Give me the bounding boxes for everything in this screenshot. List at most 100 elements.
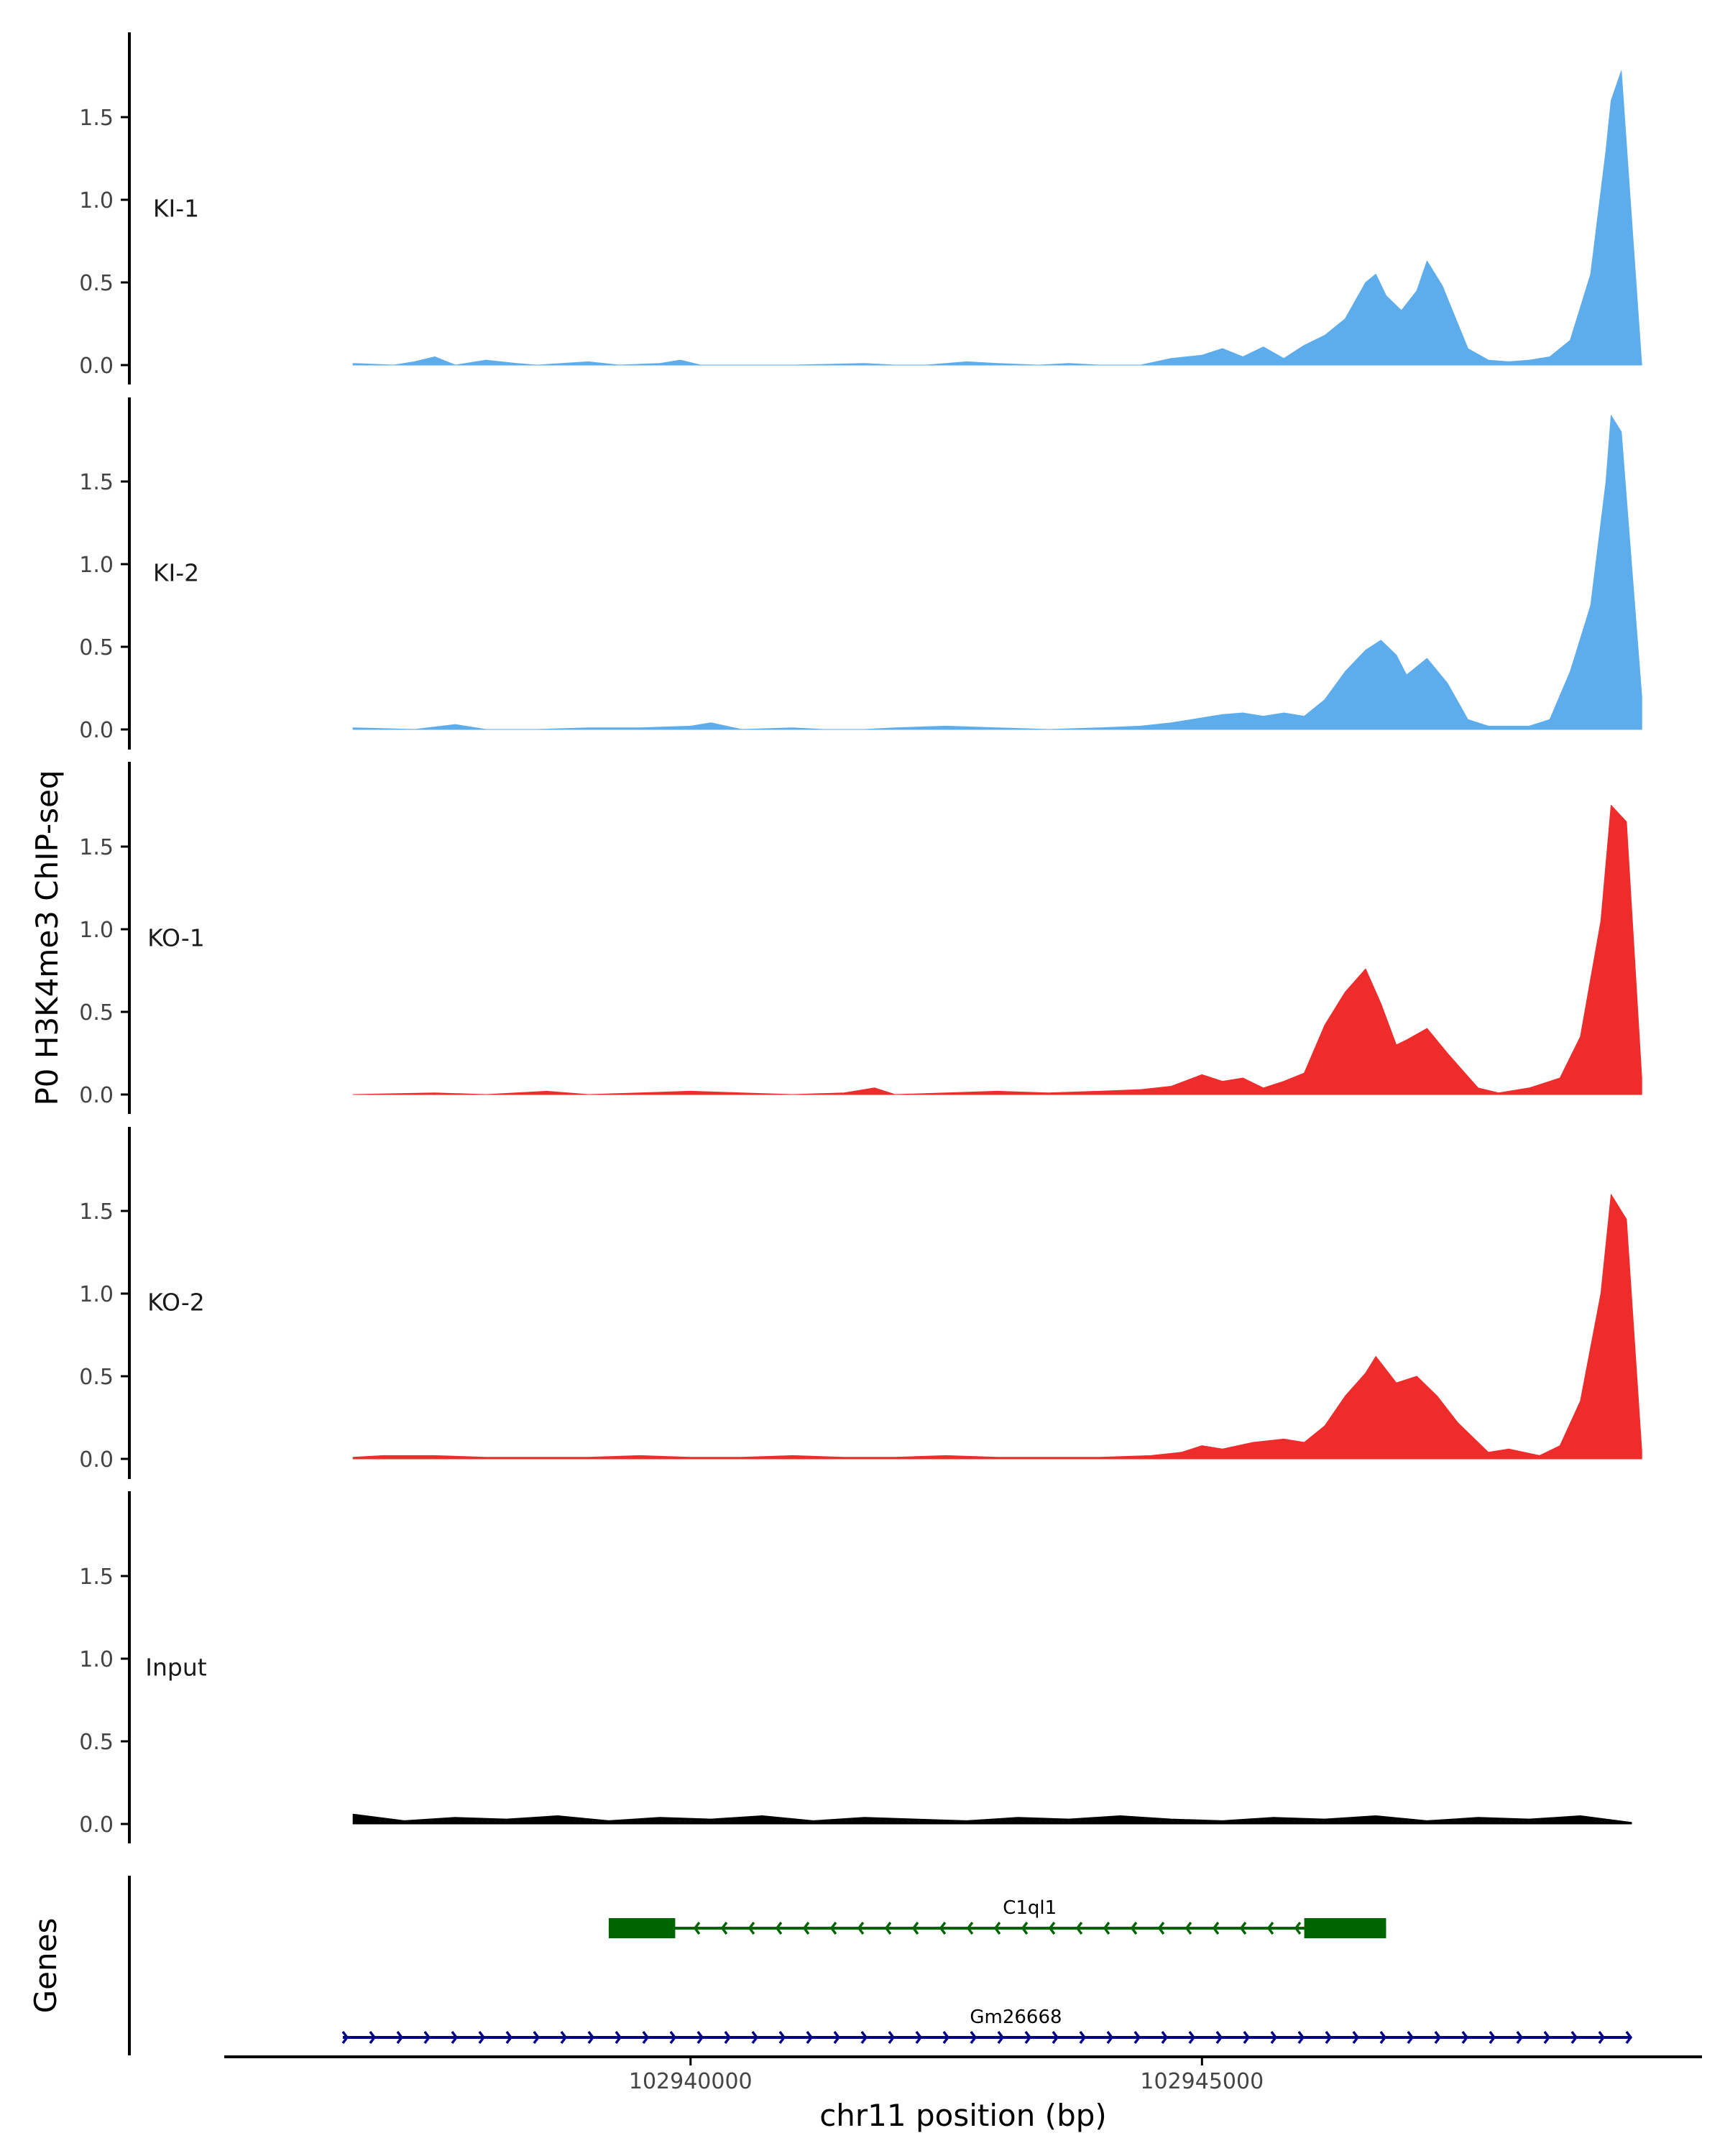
strand-arrow bbox=[1157, 1921, 1165, 1935]
strand-arrow bbox=[806, 2030, 814, 2045]
strand-arrow bbox=[1294, 1921, 1302, 1935]
strand-arrow bbox=[1243, 2030, 1251, 2045]
strand-arrow bbox=[993, 1921, 1001, 1935]
strand-arrow bbox=[505, 2030, 513, 2045]
track-label: KI-2 bbox=[153, 559, 199, 587]
strand-arrow bbox=[1407, 2030, 1414, 2045]
strand-arrow bbox=[1598, 2030, 1606, 2045]
strand-arrow bbox=[1489, 2030, 1496, 2045]
track-label: KO-2 bbox=[147, 1289, 205, 1317]
strand-arrow bbox=[970, 2030, 978, 2045]
strand-arrow bbox=[1024, 2030, 1032, 2045]
strand-arrow bbox=[1048, 1921, 1056, 1935]
strand-arrow bbox=[1212, 1921, 1220, 1935]
strand-arrow bbox=[587, 2030, 595, 2045]
strand-arrow bbox=[696, 2030, 704, 2045]
strand-arrow bbox=[911, 1921, 919, 1935]
strand-arrow bbox=[1184, 1921, 1192, 1935]
strand-arrow bbox=[775, 1921, 783, 1935]
strand-arrow bbox=[341, 2030, 349, 2045]
strand-arrow bbox=[1021, 1921, 1029, 1935]
signal-area-ki-2 bbox=[352, 415, 1642, 730]
genes-axis-title: Genes bbox=[28, 1918, 63, 2014]
strand-arrow bbox=[888, 2030, 896, 2045]
strand-arrow bbox=[997, 2030, 1005, 2045]
track-ki-2: 0.0 0.5 1.0 1.5 KI-2 bbox=[79, 397, 1642, 750]
signal-area-input bbox=[352, 1813, 1632, 1825]
gene-track: C1ql1 Gm26668 bbox=[128, 1876, 1633, 2055]
strand-arrow bbox=[423, 2030, 431, 2045]
strand-arrow bbox=[1461, 2030, 1469, 2045]
exon bbox=[608, 1918, 676, 1938]
strand-arrow bbox=[642, 2030, 650, 2045]
y-tick-label: 0.0 bbox=[79, 354, 114, 379]
strand-arrow bbox=[833, 2030, 841, 2045]
exon bbox=[1304, 1918, 1386, 1938]
strand-arrow bbox=[1161, 2030, 1169, 2045]
strand-arrow bbox=[1570, 2030, 1578, 2045]
y-tick-label: 0.0 bbox=[79, 1812, 114, 1838]
y-tick-label: 1.0 bbox=[79, 1647, 114, 1672]
strand-arrow bbox=[369, 2030, 377, 2045]
strand-arrow bbox=[860, 2030, 868, 2045]
signal-area-ko-1 bbox=[352, 805, 1642, 1095]
signal-area-ki-1 bbox=[352, 70, 1642, 366]
y-tick-label: 1.0 bbox=[79, 553, 114, 578]
strand-arrow bbox=[1188, 2030, 1196, 2045]
y-tick-label: 0.5 bbox=[79, 635, 114, 660]
x-tick-label: 102940000 bbox=[629, 2069, 753, 2094]
y-tick-label: 0.0 bbox=[79, 1083, 114, 1108]
strand-arrow bbox=[560, 2030, 568, 2045]
y-tick-label: 0.0 bbox=[79, 1447, 114, 1473]
strand-arrow bbox=[533, 2030, 540, 2045]
y-tick-label: 1.5 bbox=[79, 835, 114, 860]
strand-arrow bbox=[802, 1921, 810, 1935]
strand-arrow bbox=[1103, 1921, 1110, 1935]
gene-label: C1ql1 bbox=[1003, 1897, 1057, 1919]
y-tick-label: 1.5 bbox=[79, 106, 114, 131]
strand-arrow bbox=[1434, 2030, 1442, 2045]
y-tick-label: 0.5 bbox=[79, 1730, 114, 1755]
tracks-layer: 0.0 0.5 1.0 1.5 KI-1 0.0 0.5 1.0 1.5 KI-2 0.0 0.5 1.… bbox=[79, 32, 1642, 1843]
strand-arrow bbox=[1266, 1921, 1274, 1935]
strand-arrow bbox=[1516, 2030, 1524, 2045]
y-tick-label: 1.0 bbox=[79, 1282, 114, 1307]
strand-arrow bbox=[748, 1921, 755, 1935]
y-tick-label: 0.5 bbox=[79, 271, 114, 296]
strand-arrow bbox=[1352, 2030, 1360, 2045]
track-ko-2: 0.0 0.5 1.0 1.5 KO-2 bbox=[79, 1127, 1642, 1479]
track-label: Input bbox=[145, 1654, 207, 1682]
signal-area-ko-2 bbox=[352, 1194, 1642, 1460]
y-tick-label: 1.0 bbox=[79, 918, 114, 943]
strand-arrow bbox=[1133, 2030, 1141, 2045]
strand-arrow bbox=[915, 2030, 923, 2045]
strand-arrow bbox=[1079, 2030, 1087, 2045]
gene-gm26668: Gm26668 bbox=[341, 2007, 1633, 2045]
strand-arrow bbox=[1297, 2030, 1305, 2045]
y-tick-label: 1.5 bbox=[79, 1199, 114, 1225]
strand-arrow bbox=[1130, 1921, 1138, 1935]
strand-arrow bbox=[720, 1921, 728, 1935]
y-tick-label: 0.5 bbox=[79, 1000, 114, 1026]
track-ki-1: 0.0 0.5 1.0 1.5 KI-1 bbox=[79, 32, 1642, 384]
strand-arrow bbox=[1215, 2030, 1223, 2045]
strand-arrow bbox=[615, 2030, 622, 2045]
strand-arrow bbox=[829, 1921, 837, 1935]
y-tick-label: 1.5 bbox=[79, 470, 114, 495]
gene-label: Gm26668 bbox=[970, 2007, 1062, 2028]
strand-arrow bbox=[751, 2030, 759, 2045]
strand-arrow bbox=[1239, 1921, 1247, 1935]
x-axis: 102940000 102945000 bbox=[224, 2055, 1702, 2094]
strand-arrow bbox=[451, 2030, 459, 2045]
track-label: KI-1 bbox=[153, 195, 199, 223]
strand-arrow bbox=[1270, 2030, 1278, 2045]
y-tick-label: 1.0 bbox=[79, 188, 114, 213]
strand-arrow bbox=[939, 1921, 947, 1935]
strand-arrow bbox=[396, 2030, 404, 2045]
y-tick-label: 0.0 bbox=[79, 718, 114, 743]
strand-arrow bbox=[669, 2030, 677, 2045]
strand-arrow bbox=[1052, 2030, 1059, 2045]
strand-arrow bbox=[1325, 2030, 1333, 2045]
strand-arrow bbox=[942, 2030, 950, 2045]
y-tick-label: 0.5 bbox=[79, 1365, 114, 1390]
